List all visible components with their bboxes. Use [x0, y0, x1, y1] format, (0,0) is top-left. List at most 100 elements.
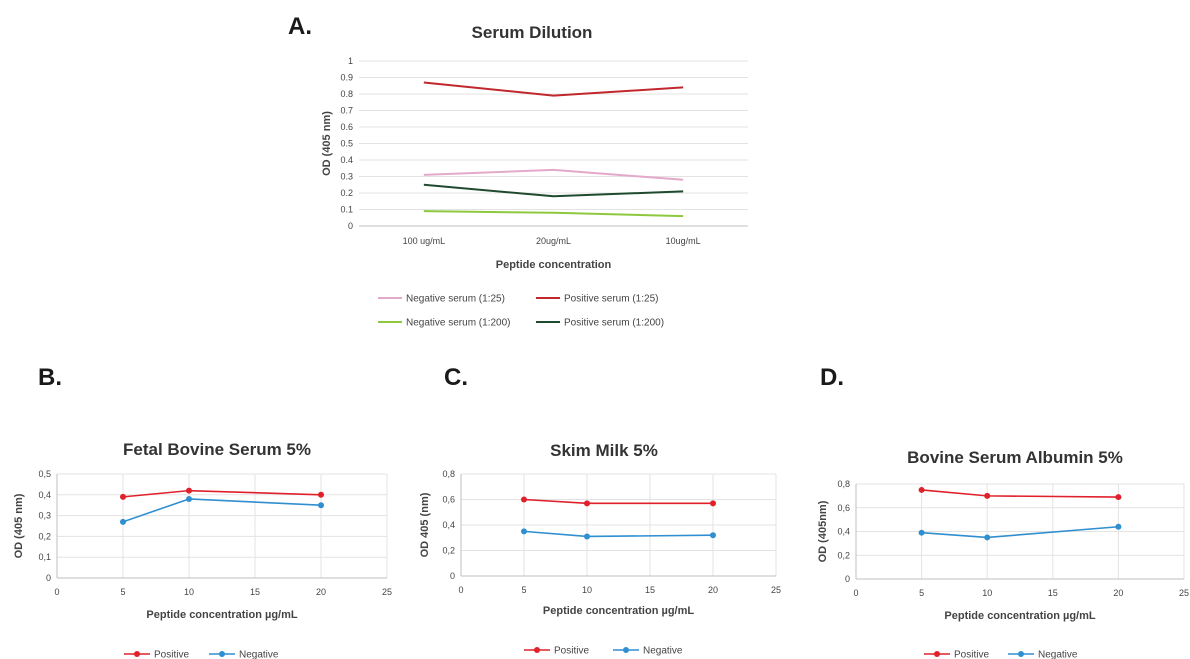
- x-axis-label: Peptide concentration µg/mL: [944, 610, 1095, 622]
- y-tick-label: 0,4: [38, 490, 51, 500]
- x-tick-label: 25: [1179, 588, 1189, 598]
- x-tick-label: 10: [982, 588, 992, 598]
- y-tick-label: 0.8: [340, 89, 353, 99]
- x-tick-label: 5: [120, 587, 125, 597]
- chart-title: Fetal Bovine Serum 5%: [123, 440, 311, 459]
- y-tick-label: 0.7: [340, 106, 353, 116]
- series-line: [122, 498, 322, 523]
- y-axis-label: OD (405nm): [817, 500, 829, 562]
- x-tick-label: 10: [184, 587, 194, 597]
- chart-fetal-bovine-serum: Fetal Bovine Serum 5% 0 0,1 0,2 0,3 0,4 0,5 0 5 1…: [13, 440, 392, 659]
- y-tick-label: 0,6: [837, 503, 850, 513]
- x-tick-label: 0: [853, 588, 858, 598]
- legend-marker: [1018, 651, 1024, 657]
- x-axis-label: Peptide concentration µg/mL: [146, 609, 297, 621]
- y-tick-label: 1: [348, 56, 353, 66]
- series-line: [122, 489, 322, 498]
- y-axis-label: OD (405 nm): [13, 493, 25, 558]
- panel-label-c: C.: [444, 364, 468, 391]
- data-point: [584, 533, 590, 540]
- legend-label: Negative serum (1:25): [406, 294, 505, 305]
- x-tick-label: 5: [521, 585, 526, 595]
- panel-label-b: B.: [38, 364, 62, 391]
- x-tick-label: 0: [458, 585, 463, 595]
- chart-bovine-serum-albumin: Bovine Serum Albumin 5% 0 0,2 0,4 0,6 0,8 0 5 10…: [817, 448, 1189, 659]
- legend-label: Positive: [954, 650, 989, 659]
- y-tick-label: 0: [348, 221, 353, 231]
- legend-label: Negative serum (1:200): [406, 318, 511, 329]
- y-tick-label: 0.2: [340, 188, 353, 198]
- series-line: [423, 168, 684, 181]
- data-point: [120, 493, 126, 500]
- y-tick-label: 0,8: [442, 469, 455, 479]
- data-point: [318, 491, 324, 498]
- series-line: [921, 525, 1119, 539]
- x-tick-label: 25: [771, 585, 781, 595]
- y-tick-label: 0.9: [340, 73, 353, 83]
- x-axis-label: Peptide concentration µg/mL: [543, 605, 694, 617]
- data-point: [1115, 494, 1122, 501]
- x-tick-label: 0: [54, 587, 59, 597]
- chart-title: Skim Milk 5%: [550, 441, 658, 460]
- data-point: [984, 534, 991, 541]
- legend-marker: [219, 651, 225, 657]
- data-point: [918, 529, 925, 536]
- x-tick-label: 15: [645, 585, 655, 595]
- y-tick-label: 0.5: [340, 139, 353, 149]
- series-line: [423, 81, 684, 97]
- y-tick-label: 0.1: [340, 205, 353, 215]
- y-tick-label: 0,4: [837, 527, 850, 537]
- legend-marker: [534, 647, 540, 653]
- x-tick-label: 20: [316, 587, 326, 597]
- y-tick-label: 0,8: [837, 479, 850, 489]
- legend-marker: [623, 647, 629, 653]
- data-point: [318, 502, 324, 509]
- data-point: [186, 487, 192, 494]
- legend-marker: [134, 651, 140, 657]
- chart-title: Serum Dilution: [472, 23, 593, 42]
- series-line: [523, 530, 714, 538]
- x-tick-label: 15: [250, 587, 260, 597]
- y-tick-label: 0,4: [442, 520, 455, 530]
- x-tick-label: 10ug/mL: [666, 236, 701, 246]
- data-point: [710, 500, 716, 507]
- legend-label: Negative: [1038, 650, 1078, 659]
- y-axis-label: OD (405 nm): [321, 111, 333, 176]
- y-tick-label: 0.3: [340, 172, 353, 182]
- y-tick-label: 0.6: [340, 122, 353, 132]
- series-line: [523, 498, 713, 505]
- legend-label: Negative: [643, 646, 683, 657]
- y-tick-label: 0.4: [340, 155, 353, 165]
- legend-label: Positive: [154, 650, 189, 659]
- y-tick-label: 0,2: [442, 546, 455, 556]
- panel-label-d: D.: [820, 364, 844, 391]
- y-tick-label: 0: [46, 573, 51, 583]
- chart-serum-dilution: Serum Dilution 0 0.1 0.2 0.3 0.4 0.5 0.6 0.7 0.8 0…: [321, 23, 748, 329]
- data-point: [984, 492, 991, 499]
- x-tick-label: 15: [1048, 588, 1058, 598]
- series-line: [423, 210, 684, 218]
- data-point: [918, 486, 925, 493]
- legend-marker: [934, 651, 940, 657]
- y-tick-label: 0,5: [38, 469, 51, 479]
- legend-label: Positive serum (1:200): [564, 318, 664, 329]
- data-point: [1115, 523, 1122, 530]
- data-point: [710, 532, 716, 539]
- data-point: [120, 518, 126, 525]
- y-axis-label: OD 405 (nm): [419, 492, 431, 557]
- x-tick-label: 25: [382, 587, 392, 597]
- y-tick-label: 0,2: [38, 531, 51, 541]
- series-line: [423, 183, 684, 198]
- y-tick-label: 0: [845, 574, 850, 584]
- x-tick-label: 20ug/mL: [536, 236, 571, 246]
- y-tick-label: 0,2: [837, 550, 850, 560]
- data-point: [521, 528, 527, 535]
- x-tick-label: 5: [919, 588, 924, 598]
- y-tick-label: 0,3: [38, 511, 51, 521]
- data-point: [521, 496, 527, 503]
- chart-skim-milk: Skim Milk 5% 0 0,2 0,4 0,6 0,8 0 5 10 15 20 25 Pepti…: [419, 441, 781, 657]
- x-axis-label: Peptide concentration: [496, 259, 612, 271]
- x-tick-label: 20: [708, 585, 718, 595]
- y-tick-label: 0,1: [38, 552, 51, 562]
